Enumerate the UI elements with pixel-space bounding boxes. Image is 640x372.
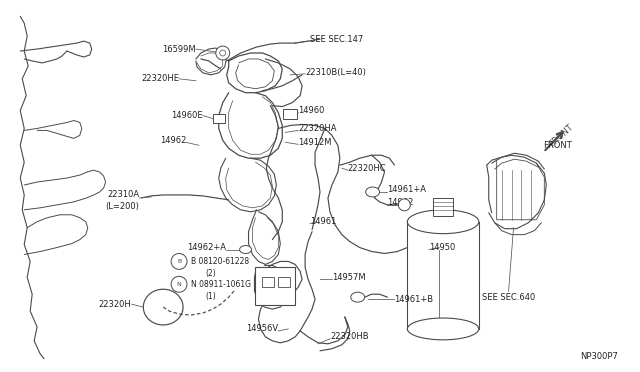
Ellipse shape: [407, 210, 479, 234]
Circle shape: [171, 253, 187, 269]
Text: 14960: 14960: [298, 106, 324, 115]
Text: N 08911-1061G: N 08911-1061G: [191, 280, 251, 289]
Bar: [278, 277, 290, 287]
Text: 14961+A: 14961+A: [387, 186, 426, 195]
Bar: [262, 277, 275, 287]
Bar: [213, 113, 225, 124]
Ellipse shape: [351, 292, 365, 302]
Bar: [284, 109, 297, 119]
Text: 14950: 14950: [429, 243, 456, 252]
Text: 14962: 14962: [159, 136, 186, 145]
Text: 14961+B: 14961+B: [394, 295, 433, 304]
Text: (1): (1): [206, 292, 216, 301]
Ellipse shape: [239, 246, 252, 253]
Circle shape: [216, 46, 230, 60]
Text: 14962+A: 14962+A: [187, 243, 226, 252]
Bar: [255, 267, 295, 305]
Text: SEE SEC.640: SEE SEC.640: [482, 293, 535, 302]
Text: SEE SEC.147: SEE SEC.147: [310, 35, 364, 44]
Text: 22310A: 22310A: [108, 190, 140, 199]
Circle shape: [220, 50, 226, 56]
Text: (2): (2): [206, 269, 216, 278]
Ellipse shape: [365, 187, 380, 197]
Circle shape: [171, 276, 187, 292]
Text: B: B: [177, 259, 181, 264]
Text: 14962: 14962: [387, 198, 414, 207]
Text: FRONT: FRONT: [547, 122, 575, 148]
Text: B 08120-61228: B 08120-61228: [191, 257, 249, 266]
Bar: [433, 198, 453, 216]
Text: 22320HC: 22320HC: [348, 164, 387, 173]
Text: NP300P7: NP300P7: [580, 352, 618, 361]
Text: 14957M: 14957M: [332, 273, 365, 282]
Text: FRONT: FRONT: [543, 141, 572, 150]
Text: 14912M: 14912M: [298, 138, 332, 147]
Text: 22320HB: 22320HB: [330, 332, 369, 341]
Ellipse shape: [407, 318, 479, 340]
Text: 22320HE: 22320HE: [141, 74, 179, 83]
Text: 14956V: 14956V: [246, 324, 278, 333]
Text: (L=200): (L=200): [106, 202, 140, 211]
Text: 22320HA: 22320HA: [298, 124, 337, 133]
Text: 14961: 14961: [310, 217, 337, 226]
Text: 16599M: 16599M: [163, 45, 196, 54]
Text: 14960E: 14960E: [172, 111, 203, 120]
Text: N: N: [177, 282, 181, 287]
Circle shape: [399, 199, 410, 211]
Text: 22310B(L=40): 22310B(L=40): [305, 68, 366, 77]
Text: 22320H: 22320H: [99, 299, 131, 309]
